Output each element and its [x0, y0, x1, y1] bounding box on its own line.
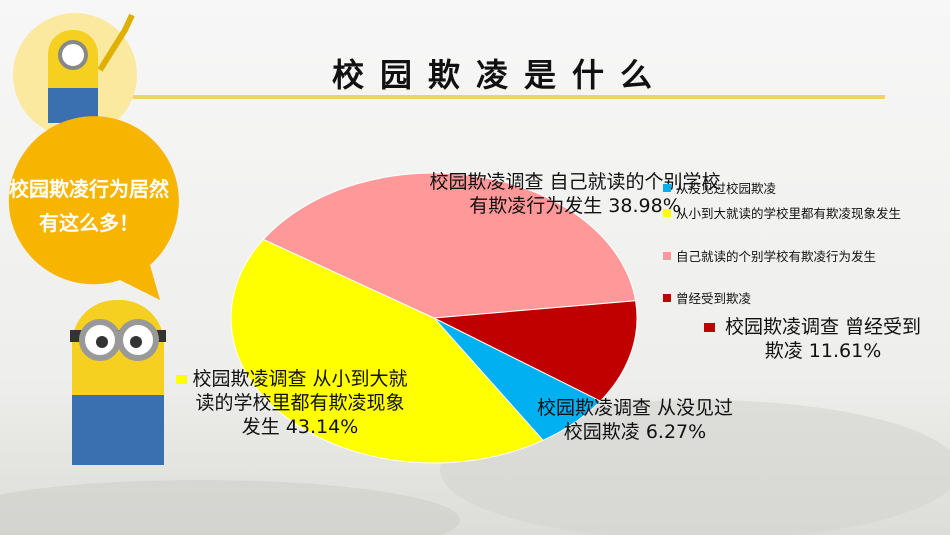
label-value: 11.61%: [808, 340, 882, 362]
label-marker: [704, 323, 715, 332]
label-category: 自己就读的个别学校有欺凌行为发生: [469, 171, 721, 217]
label-category: 从小到大就读的学校里都有欺凌现象发生: [195, 368, 408, 438]
data-label: 校园欺凌调查 自己就读的个别学校有欺凌行为发生 38.98%: [420, 170, 730, 218]
data-label: 校园欺凌调查 从没见过校园欺凌 6.27%: [535, 396, 735, 444]
legend-label: 曾经受到欺凌: [676, 291, 752, 306]
pie-slice: [262, 172, 637, 319]
legend-item: 从没见过校园欺凌: [663, 180, 926, 197]
legend-swatch: [663, 209, 671, 217]
label-value: 38.98%: [608, 195, 681, 217]
callout: 校园欺凌行为居然有这么多！: [9, 177, 169, 235]
pie-slice: [230, 238, 544, 464]
label-marker: [406, 178, 417, 187]
legend-swatch: [663, 294, 671, 302]
minion-pupil: [96, 336, 108, 348]
minion-pupil: [130, 336, 142, 348]
mist: [440, 400, 950, 535]
label-series: 校园欺凌调查: [429, 171, 544, 193]
minion-overalls: [72, 395, 164, 465]
legend-label: 自己就读的个别学校有欺凌行为发生: [676, 249, 877, 264]
data-label: 校园欺凌调查 从小到大就读的学校里都有欺凌现象发生 43.14%: [190, 367, 410, 439]
minion-eye: [58, 40, 88, 70]
banana: [97, 13, 135, 72]
label-marker: [521, 404, 532, 413]
legend-item: 从小到大就读的学校里都有欺凌现象发生: [663, 205, 926, 222]
mist: [0, 480, 460, 535]
title: 校园欺凌是什么: [331, 56, 668, 94]
legend-label: 从没见过校园欺凌: [676, 181, 777, 196]
label-series: 校园欺凌调查: [536, 397, 651, 419]
label-value: 6.27%: [645, 421, 707, 443]
label-value: 43.14%: [285, 416, 359, 438]
label-series: 校园欺凌调查: [724, 316, 839, 338]
label-category: 曾经受到欺凌: [764, 316, 922, 362]
data-label: 校园欺凌调查 曾经受到欺凌 11.61%: [718, 315, 928, 363]
pie: [230, 172, 638, 464]
legend-swatch: [663, 184, 671, 192]
legend-label: 从小到大就读的学校里都有欺凌现象发生: [676, 206, 902, 221]
label-series: 校园欺凌调查: [192, 368, 307, 390]
legend-item: 自己就读的个别学校有欺凌行为发生: [663, 248, 926, 265]
label-category: 从没见过校园欺凌: [563, 397, 734, 443]
label-marker: [176, 375, 187, 384]
pie-slice: [432, 300, 638, 402]
legend-swatch: [663, 252, 671, 260]
legend-item: 曾经受到欺凌: [663, 290, 926, 307]
speech-bubble: [8, 116, 179, 300]
